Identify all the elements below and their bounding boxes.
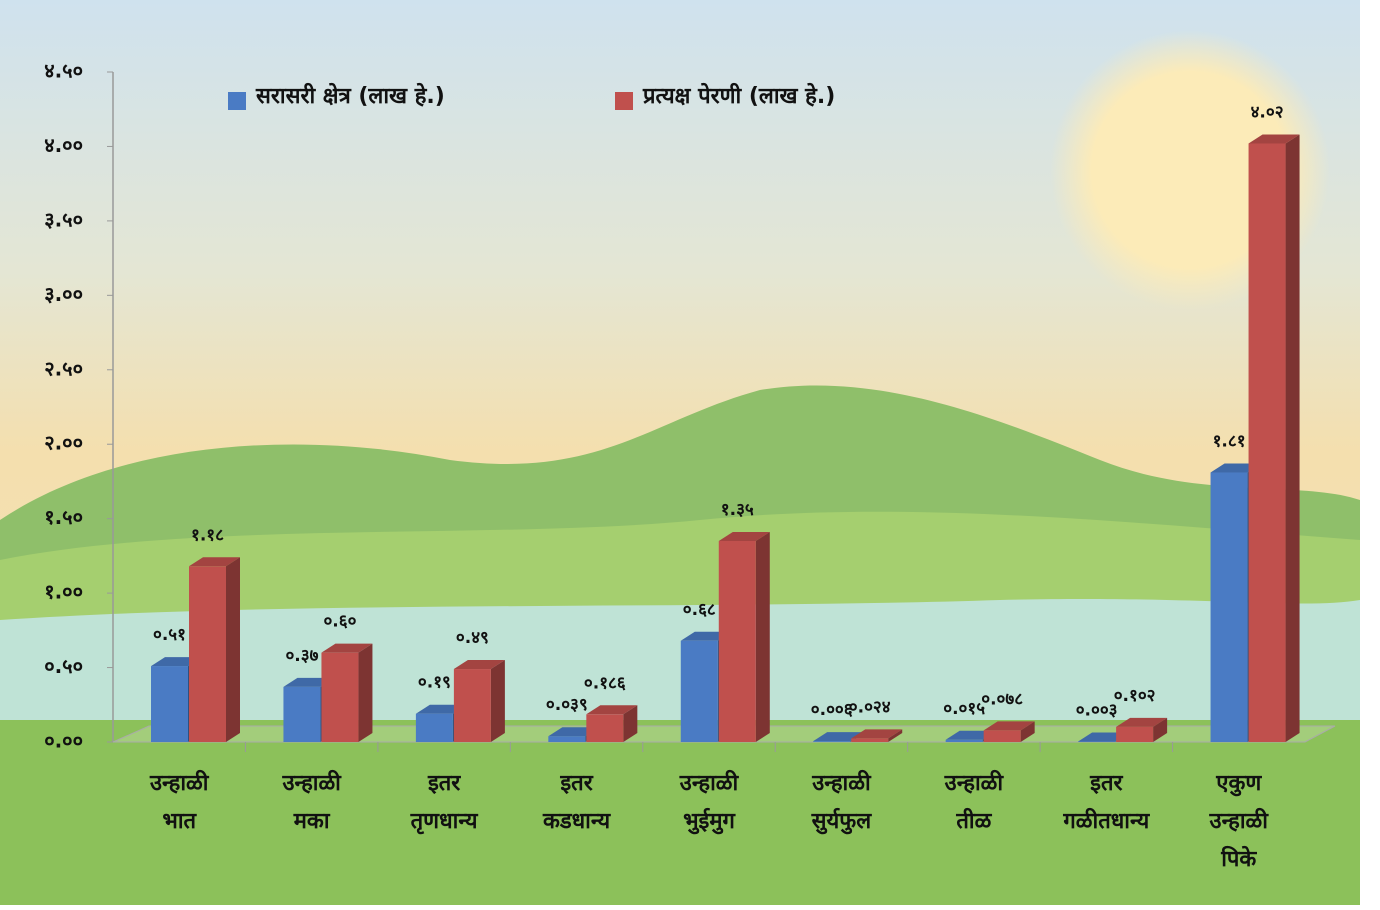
data-label: ०.५१: [153, 625, 186, 645]
bar: [983, 730, 1021, 742]
x-tick-label: उन्हाळी भात: [149, 769, 210, 834]
y-tick-label: ०.५०: [44, 654, 83, 678]
data-label: ०.६०: [323, 612, 356, 632]
bar-side: [623, 705, 638, 742]
bar-top: [851, 729, 903, 739]
data-label: ०.०३९: [546, 695, 588, 715]
bar: [1210, 472, 1248, 742]
y-tick-label: २.००: [44, 431, 83, 455]
bar-top: [1248, 134, 1300, 144]
data-label: १.८१: [1213, 432, 1246, 452]
bar: [945, 739, 983, 742]
x-tick-label: उन्हाळी सुर्यफुल: [811, 769, 873, 835]
y-tick-label: ३.००: [44, 282, 83, 306]
bar: [189, 566, 226, 742]
x-tick-label: उन्हाळी तीळ: [944, 769, 1005, 834]
bar: [586, 714, 624, 742]
bar-top: [1116, 717, 1168, 727]
data-label: ०.००३: [1076, 701, 1118, 721]
bar-side: [226, 557, 240, 742]
bar-side: [755, 532, 770, 742]
bar-side: [888, 729, 903, 742]
bar: [548, 736, 586, 742]
y-tick-label: ३.५०: [44, 207, 83, 231]
x-tick-label: एकुण उन्हाळी पिके: [1209, 771, 1270, 872]
x-tick-label: इतर गळीतधान्य: [1062, 771, 1150, 834]
y-tick-label: ४.००: [44, 133, 83, 157]
legend-label: सरासरी क्षेत्र (लाख हे.): [255, 82, 445, 109]
bar: [718, 541, 756, 742]
bar: [1116, 726, 1154, 742]
bar: [415, 713, 453, 742]
bar-side: [490, 660, 505, 742]
data-label: ०.१९: [418, 673, 451, 693]
bar: [813, 741, 851, 742]
data-label: ०.३७: [285, 646, 318, 666]
data-label: ०.०७८: [981, 689, 1023, 709]
y-tick-label: ०.००: [44, 729, 83, 753]
bar-top: [453, 660, 505, 670]
bar-top: [189, 557, 240, 567]
data-label: १.३५: [721, 500, 754, 520]
legend-swatch: [228, 92, 246, 110]
y-tick-label: ४.५०: [44, 59, 83, 83]
data-label: ०.००६: [811, 700, 853, 720]
legend-swatch: [615, 92, 633, 110]
bar-top: [983, 721, 1035, 731]
x-tick-label: उन्हाळी भुईमुग: [679, 769, 740, 835]
y-tick-label: १.००: [44, 580, 83, 604]
bar: [680, 640, 718, 742]
bar: [283, 686, 321, 742]
data-label: ०.१८६: [584, 673, 626, 693]
bar-side: [1153, 717, 1168, 742]
bar-side: [1020, 721, 1035, 742]
legend-label: प्रत्यक्ष पेरणी (लाख हे.): [642, 82, 835, 109]
bar-top: [718, 532, 770, 541]
bar: [151, 666, 188, 742]
bar-top: [586, 705, 638, 715]
x-tick-label: इतर तृणधान्य: [410, 771, 479, 835]
bar: [321, 652, 359, 742]
bar-side: [358, 643, 373, 742]
y-tick-label: २.५०: [44, 356, 83, 380]
bar: [851, 738, 889, 742]
bar: [453, 669, 491, 742]
data-label: ४.०२: [1251, 102, 1284, 122]
bar-top: [321, 643, 373, 653]
data-label: ०.०२४: [849, 697, 891, 717]
data-label: ०.१०२: [1114, 686, 1156, 706]
data-label: ०.६८: [683, 600, 716, 620]
x-tick-label: उन्हाळी मका: [281, 769, 342, 834]
y-tick-label: १.५०: [44, 505, 83, 529]
data-label: ०.४९: [456, 628, 489, 648]
x-tick-label: इतर कडधान्य: [542, 771, 611, 834]
data-label: १.१८: [191, 525, 224, 545]
bar: [1248, 143, 1286, 742]
bar-side: [1285, 134, 1300, 742]
data-label: ०.०१५: [943, 699, 985, 719]
